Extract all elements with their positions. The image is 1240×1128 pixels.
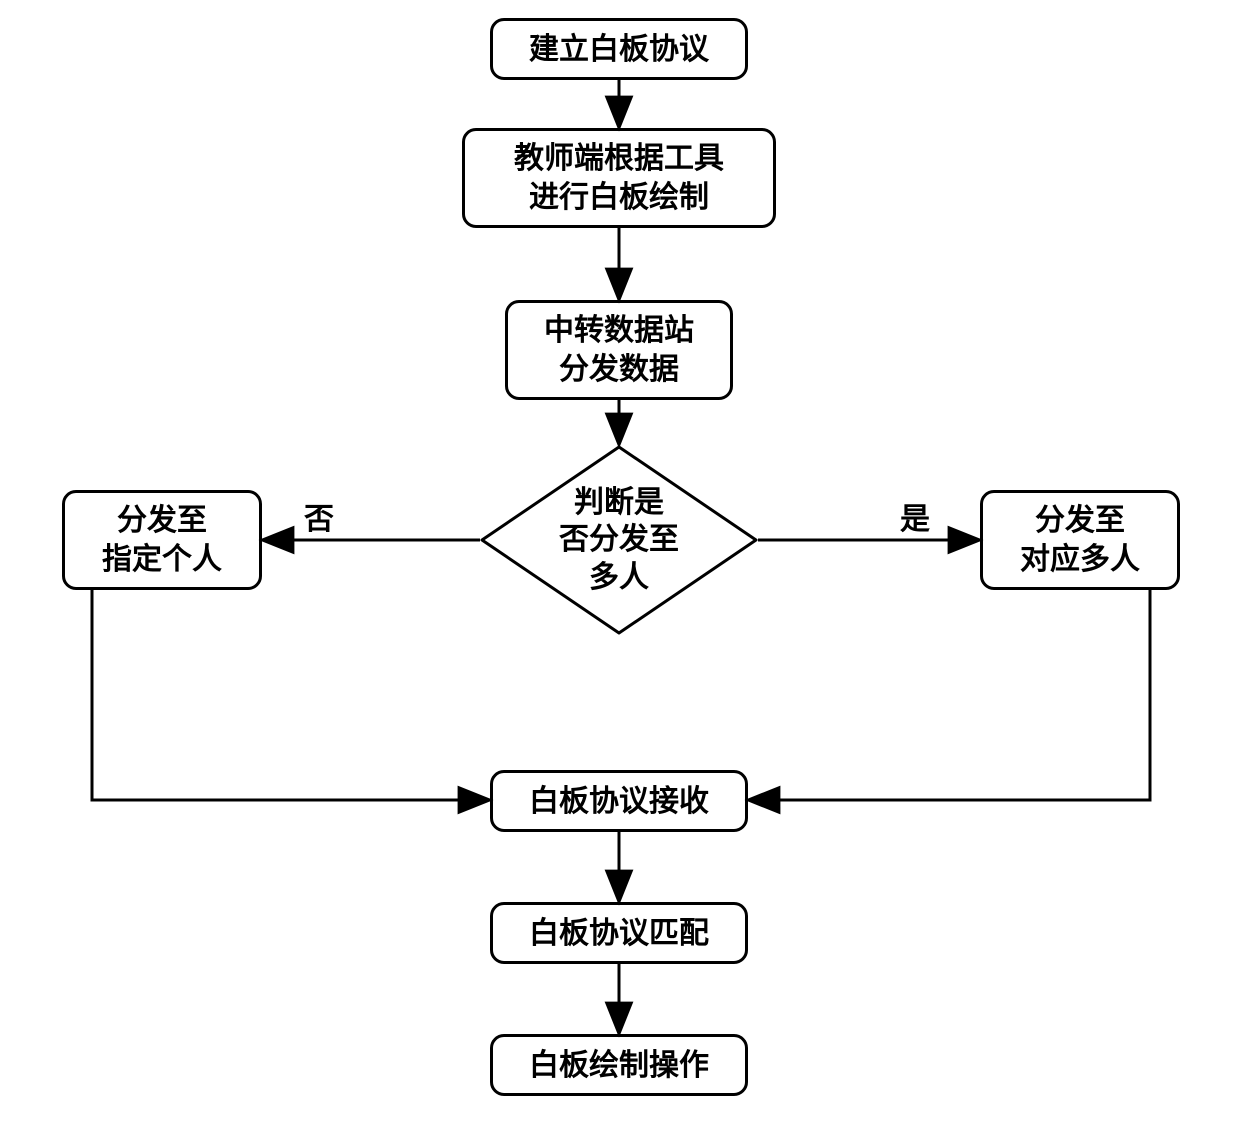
node-label: 白板绘制操作 bbox=[529, 1046, 709, 1085]
node-draw-operation: 白板绘制操作 bbox=[490, 1034, 748, 1096]
node-relay-dispatch: 中转数据站分发数据 bbox=[505, 300, 733, 400]
decision-multi-dispatch: 判断是否分发至多人 bbox=[480, 445, 758, 635]
node-dispatch-multi: 分发至对应多人 bbox=[980, 490, 1180, 590]
node-label: 判断是否分发至多人 bbox=[559, 484, 679, 597]
node-establish-protocol: 建立白板协议 bbox=[490, 18, 748, 80]
node-teacher-draw: 教师端根据工具进行白板绘制 bbox=[462, 128, 776, 228]
edge-label-yes: 是 bbox=[900, 494, 930, 538]
node-label: 建立白板协议 bbox=[529, 30, 709, 69]
node-label: 白板协议匹配 bbox=[529, 914, 709, 953]
node-dispatch-individual: 分发至指定个人 bbox=[62, 490, 262, 590]
node-label: 教师端根据工具进行白板绘制 bbox=[514, 139, 724, 217]
node-label: 白板协议接收 bbox=[529, 782, 709, 821]
node-protocol-match: 白板协议匹配 bbox=[490, 902, 748, 964]
edge-label-no: 否 bbox=[304, 494, 334, 538]
node-protocol-receive: 白板协议接收 bbox=[490, 770, 748, 832]
node-label: 中转数据站分发数据 bbox=[544, 311, 694, 389]
node-label: 分发至对应多人 bbox=[1020, 501, 1140, 579]
node-label: 分发至指定个人 bbox=[102, 501, 222, 579]
